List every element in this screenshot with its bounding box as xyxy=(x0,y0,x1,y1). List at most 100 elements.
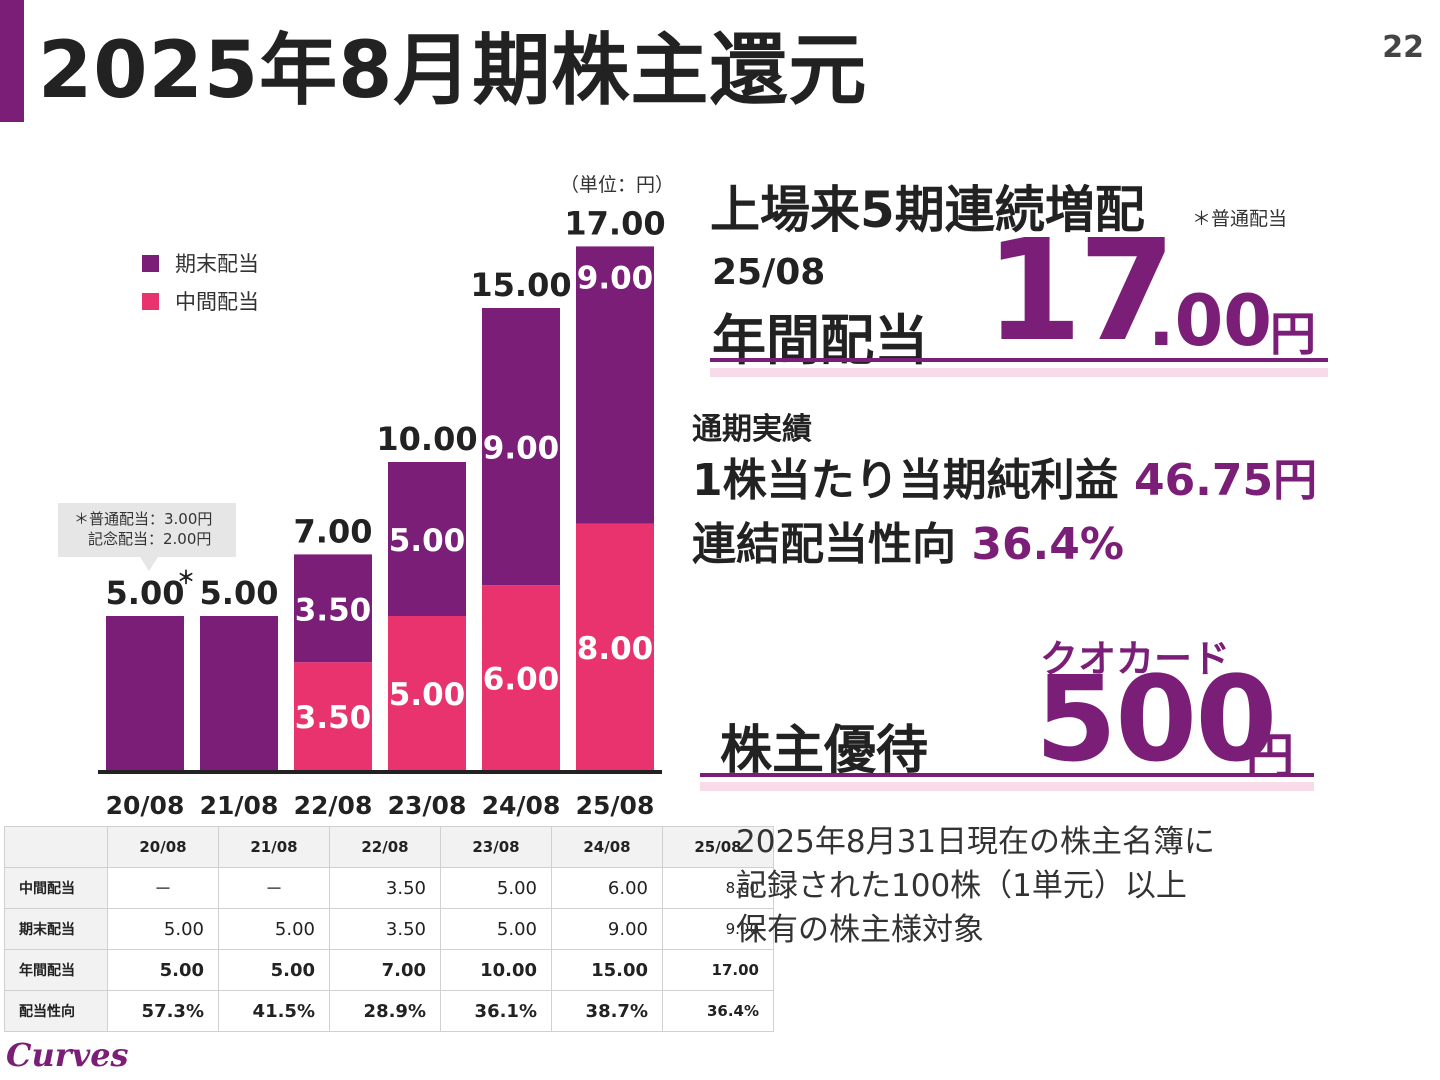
annual-dividend-yen: 円 xyxy=(1270,307,1316,361)
bar-final xyxy=(106,616,184,770)
chart-unit: （単位：円） xyxy=(560,174,675,196)
callout-line-2: 記念配当：2.00円 xyxy=(88,530,212,548)
bar-total-label: 15.00 xyxy=(470,266,571,304)
table-row-label: 中間配当 xyxy=(4,867,108,909)
quo-card-label: クオカード xyxy=(1040,637,1231,681)
eps-value: 46.75円 xyxy=(1133,455,1318,506)
payout-line: 連結配当性向 36.4% xyxy=(692,508,1124,572)
table-row: 期末配当 5.00 5.00 3.50 5.00 9.00 9.00 xyxy=(4,908,774,950)
table-cell: 36.1% xyxy=(440,990,552,1032)
curves-logo: Curves xyxy=(6,1036,129,1074)
benefit-conditions: 2025年8月31日現在の株主名簿に 記録された100株（1単元）以上 保有の株… xyxy=(736,820,1215,952)
table-cell: 28.9% xyxy=(329,990,441,1032)
bar-final xyxy=(388,462,466,616)
bar-final-label: 9.00 xyxy=(483,431,560,467)
table-cell: 57.3% xyxy=(107,990,219,1032)
bar-final-label: 5.00 xyxy=(389,523,466,559)
x-tick-label: 21/08 xyxy=(200,791,279,820)
table-row-label: 年間配当 xyxy=(4,949,108,991)
legend-item-final: 期末配当 xyxy=(142,244,259,282)
page-title: 2025年8月期株主還元 xyxy=(38,26,868,116)
eps-label: 1株当たり当期純利益 xyxy=(692,455,1119,506)
x-tick-label: 22/08 xyxy=(294,791,373,820)
condition-line-3: 保有の株主様対象 xyxy=(736,912,984,948)
table-cell: 38.7% xyxy=(551,990,663,1032)
annual-dividend-decimal: .00 xyxy=(1148,280,1273,362)
consecutive-increase-headline: 上場来5期連続増配 xyxy=(710,181,1145,239)
bar-interim-label: 8.00 xyxy=(577,631,654,667)
table-row: 配当性向 57.3% 41.5% 28.9% 36.1% 38.7% 36.4% xyxy=(4,990,774,1032)
table-cell: 5.00 xyxy=(107,949,219,991)
table-cell: 10.00 xyxy=(440,949,552,991)
table-corner xyxy=(4,826,108,868)
dividend-table: 20/08 21/08 22/08 23/08 24/08 25/08 中間配当… xyxy=(4,826,774,1032)
table-cell: 15.00 xyxy=(551,949,663,991)
table-cell: 36.4% xyxy=(662,990,774,1032)
bar-final xyxy=(294,554,372,663)
bar-total-label: 5.00 xyxy=(200,574,279,612)
benefit-underline xyxy=(700,773,1314,777)
payout-value: 36.4% xyxy=(971,519,1124,570)
bar-interim xyxy=(576,523,654,770)
annual-underline-shade xyxy=(710,368,1328,377)
bar-interim-label: 5.00 xyxy=(389,677,466,713)
table-row-label: 期末配当 xyxy=(4,908,108,950)
payout-label: 連結配当性向 xyxy=(692,519,956,570)
table-header: 22/08 xyxy=(329,826,441,868)
table-cell: 5.00 xyxy=(440,908,552,950)
bar-total-label: 10.00 xyxy=(376,420,477,458)
table-cell: 5.00 xyxy=(218,949,330,991)
condition-line-2: 記録された100株（1単元）以上 xyxy=(736,868,1187,904)
bar-final-label: 3.50 xyxy=(295,592,372,628)
bar-interim xyxy=(482,585,560,770)
table-cell: 3.50 xyxy=(329,867,441,909)
fiscal-period: 25/08 xyxy=(712,252,826,293)
bar-interim-label: 6.00 xyxy=(483,662,560,698)
table-cell: 7.00 xyxy=(329,949,441,991)
annual-dividend-integer: 17 xyxy=(985,210,1176,373)
title-accent-bar xyxy=(0,0,24,122)
table-cell: 3.50 xyxy=(329,908,441,950)
table-cell: 8.00 xyxy=(662,867,774,909)
callout-line-1: ＊普通配当：3.00円 xyxy=(74,510,213,528)
table-header: 23/08 xyxy=(440,826,552,868)
benefit-amount: 500 xyxy=(1035,650,1277,788)
table-cell: 9.00 xyxy=(662,908,774,950)
table-cell: 5.00 xyxy=(107,908,219,950)
table-header: 20/08 xyxy=(107,826,219,868)
table-header: 24/08 xyxy=(551,826,663,868)
bar-total-label: 7.00 xyxy=(294,512,373,550)
legend-label-final: 期末配当 xyxy=(175,252,259,276)
x-tick-label: 23/08 xyxy=(388,791,467,820)
legend-label-interim: 中間配当 xyxy=(175,290,259,314)
shareholder-benefit-label: 株主優待 xyxy=(720,721,929,781)
bar-final-label: 9.00 xyxy=(577,260,654,296)
table-cell: 5.00 xyxy=(440,867,552,909)
bar-interim xyxy=(294,662,372,770)
bar-interim-label: 3.50 xyxy=(295,700,372,736)
annual-underline xyxy=(710,358,1328,362)
legend-swatch-interim xyxy=(142,292,159,310)
legend-item-interim: 中間配当 xyxy=(142,282,259,320)
table-row: 中間配当 － － 3.50 5.00 6.00 8.00 xyxy=(4,867,774,909)
bar-total-label: 17.00 xyxy=(564,204,665,242)
table-row: 年間配当 5.00 5.00 7.00 10.00 15.00 17.00 xyxy=(4,949,774,991)
chart-legend: 期末配当 中間配当 xyxy=(142,244,259,320)
bar-final xyxy=(576,246,654,524)
bar-interim xyxy=(388,616,466,770)
annual-dividend-label: 年間配当 xyxy=(712,309,928,372)
bar-final xyxy=(482,308,560,586)
x-tick-label: 25/08 xyxy=(576,791,655,820)
table-cell: 5.00 xyxy=(218,908,330,950)
table-cell: 17.00 xyxy=(662,949,774,991)
table-header-row: 20/08 21/08 22/08 23/08 24/08 25/08 xyxy=(4,826,774,868)
commemorative-asterisk: ＊ xyxy=(177,568,195,589)
table-row-label: 配当性向 xyxy=(4,990,108,1032)
legend-swatch-final xyxy=(142,254,159,272)
eps-line: 1株当たり当期純利益 46.75円 xyxy=(692,444,1317,508)
bar-final xyxy=(200,616,278,770)
dividend-bar-chart: 5.00 20/08 5.00 21/08 3.50 3.50 7.00 22/08 5.00 5… xyxy=(98,204,666,820)
table-cell: 41.5% xyxy=(218,990,330,1032)
x-tick-label: 20/08 xyxy=(106,791,185,820)
condition-line-1: 2025年8月31日現在の株主名簿に xyxy=(736,824,1216,860)
